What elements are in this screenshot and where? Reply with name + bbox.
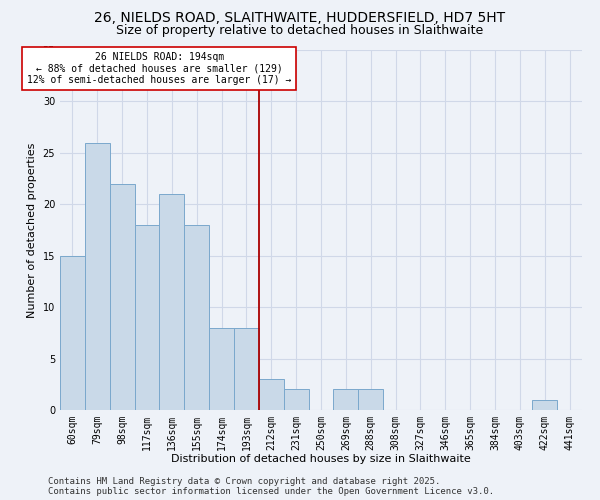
Text: 26, NIELDS ROAD, SLAITHWAITE, HUDDERSFIELD, HD7 5HT: 26, NIELDS ROAD, SLAITHWAITE, HUDDERSFIE… <box>94 11 506 25</box>
Bar <box>184 225 209 410</box>
Bar <box>532 400 557 410</box>
Bar <box>358 390 383 410</box>
Bar <box>160 194 184 410</box>
Bar <box>209 328 234 410</box>
Bar <box>85 142 110 410</box>
Bar <box>259 379 284 410</box>
X-axis label: Distribution of detached houses by size in Slaithwaite: Distribution of detached houses by size … <box>171 454 471 464</box>
Bar <box>134 225 160 410</box>
Text: Size of property relative to detached houses in Slaithwaite: Size of property relative to detached ho… <box>116 24 484 37</box>
Text: Contains HM Land Registry data © Crown copyright and database right 2025.
Contai: Contains HM Land Registry data © Crown c… <box>48 476 494 496</box>
Bar <box>234 328 259 410</box>
Bar <box>334 390 358 410</box>
Text: 26 NIELDS ROAD: 194sqm
← 88% of detached houses are smaller (129)
12% of semi-de: 26 NIELDS ROAD: 194sqm ← 88% of detached… <box>27 52 292 86</box>
Bar <box>110 184 134 410</box>
Bar <box>284 390 308 410</box>
Y-axis label: Number of detached properties: Number of detached properties <box>27 142 37 318</box>
Bar <box>60 256 85 410</box>
